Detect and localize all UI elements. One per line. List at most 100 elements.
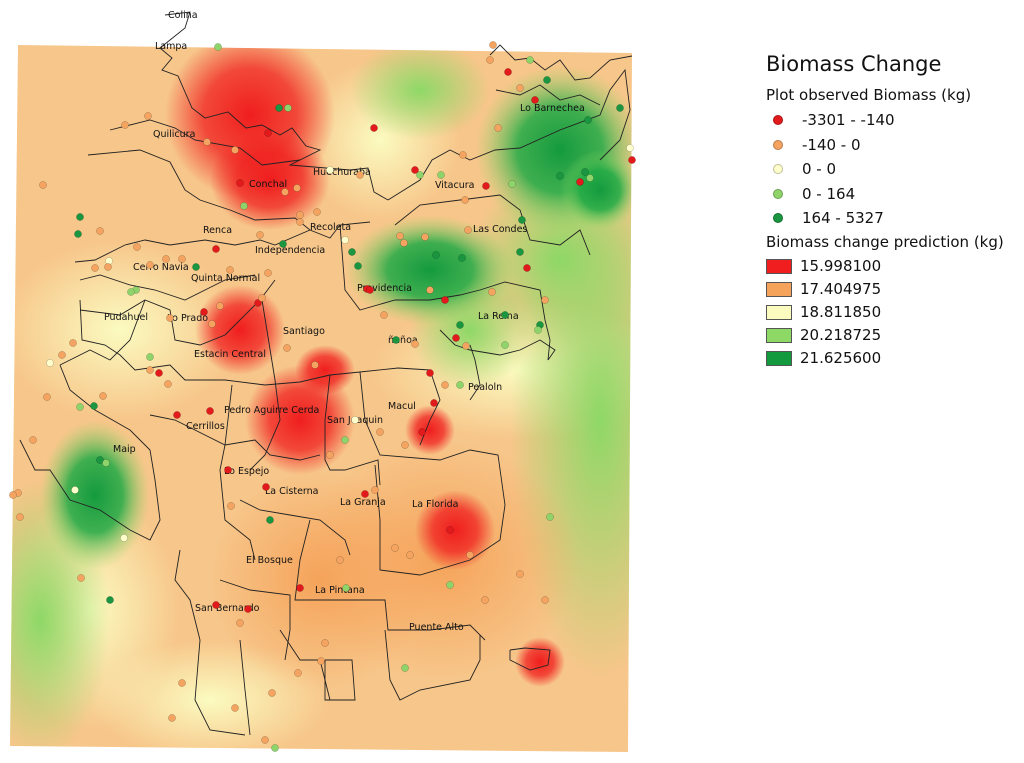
commune-label: Pedro Aguirre Cerda: [224, 405, 319, 416]
commune-label: Conchal: [249, 179, 287, 190]
plot-point: [258, 294, 266, 302]
plot-point: [418, 428, 426, 436]
commune-label: La Granja: [340, 497, 386, 508]
commune-label: Santiago: [283, 326, 325, 337]
plot-point: [43, 393, 51, 401]
legend-dot-icon: [773, 164, 783, 175]
plot-point: [626, 144, 634, 152]
plot-point: [504, 68, 512, 76]
plot-point: [341, 436, 349, 444]
plot-point: [370, 124, 378, 132]
plot-point: [441, 381, 449, 389]
plot-point: [426, 369, 434, 377]
plot-point: [541, 296, 549, 304]
commune-label: Independencia: [255, 245, 325, 256]
commune-label: La Reina: [478, 311, 519, 322]
plot-point: [501, 311, 509, 319]
legend-swatch: [766, 304, 792, 320]
prediction-legend-item: 15.998100: [764, 255, 1019, 278]
prediction-legend-item: 18.811850: [764, 301, 1019, 324]
plot-point: [69, 339, 77, 347]
plot-point: [516, 570, 524, 578]
plot-point: [326, 166, 334, 174]
plot-point: [39, 181, 47, 189]
legend-swatch: [766, 258, 792, 274]
prediction-legend: 15.998100 17.404975 18.811850 20.218725 21.6…: [764, 255, 1019, 370]
plot-point: [489, 41, 497, 49]
plot-point: [616, 104, 624, 112]
plot-point: [96, 227, 104, 235]
plot-point: [432, 251, 440, 259]
commune-label: Colina: [168, 10, 198, 21]
plot-point: [283, 344, 291, 352]
plot-point: [216, 302, 224, 310]
commune-label: San Bernardo: [195, 603, 260, 614]
plot-point: [144, 112, 152, 120]
plot-point: [231, 146, 239, 154]
commune-label: Lo Barnechea: [520, 103, 585, 114]
legend-label: 18.811850: [800, 303, 882, 321]
observed-legend-item: -140 - 0: [764, 133, 1019, 158]
observed-plots: [9, 41, 636, 752]
legend-dot-icon: [773, 115, 783, 126]
plot-point: [266, 516, 274, 524]
plot-point: [178, 679, 186, 687]
plot-point: [446, 526, 454, 534]
plot-point: [518, 216, 526, 224]
plot-point: [380, 311, 388, 319]
plot-point: [459, 151, 467, 159]
plot-point: [296, 211, 304, 219]
plot-point: [458, 254, 466, 262]
prediction-legend-title: Biomass change prediction (kg): [766, 232, 1004, 251]
plot-point: [508, 180, 516, 188]
plot-point: [391, 544, 399, 552]
plot-point: [501, 341, 509, 349]
plot-point: [162, 255, 170, 263]
plot-point: [104, 263, 112, 271]
plot-point: [206, 407, 214, 415]
plot-point: [526, 56, 534, 64]
plot-point: [178, 255, 186, 263]
plot-point: [214, 43, 222, 51]
prediction-legend-item: 21.625600: [764, 347, 1019, 370]
plot-point: [294, 669, 302, 677]
plot-point: [271, 744, 279, 752]
plot-point: [341, 236, 349, 244]
commune-labels: Colina Lampa Quilicura Lo Barnechea Huec…: [104, 10, 585, 633]
plot-point: [76, 403, 84, 411]
legend-swatch: [766, 350, 792, 366]
plot-point: [264, 129, 272, 137]
plot-point: [342, 584, 350, 592]
plot-point: [516, 84, 524, 92]
plot-point: [494, 124, 502, 132]
plot-point: [584, 116, 592, 124]
commune-label: La Cisterna: [265, 486, 319, 497]
plot-point: [464, 226, 472, 234]
observed-legend-item: -3301 - -140: [764, 108, 1019, 133]
plot-point: [351, 416, 359, 424]
legend-swatch: [766, 327, 792, 343]
plot-point: [311, 361, 319, 369]
plot-point: [516, 248, 524, 256]
plot-point: [29, 436, 37, 444]
plot-point: [326, 451, 334, 459]
plot-point: [466, 551, 474, 559]
legend-label: 21.625600: [800, 349, 882, 367]
plot-point: [236, 619, 244, 627]
plot-point: [456, 321, 464, 329]
commune-label: Quilicura: [153, 129, 195, 140]
plot-point: [127, 288, 135, 296]
plot-point: [396, 232, 404, 240]
legend-title: Biomass Change: [766, 52, 942, 76]
plot-point: [227, 502, 235, 510]
commune-label: Cerro Navia: [133, 262, 189, 273]
plot-point: [146, 353, 154, 361]
prediction-legend-item: 20.218725: [764, 324, 1019, 347]
plot-point: [541, 596, 549, 604]
plot-point: [437, 171, 445, 179]
plot-point: [133, 243, 141, 251]
observed-legend: -3301 - -140 -140 - 0 0 - 0 0 - 164 164 - 53…: [764, 108, 1019, 231]
commune-label: Cerrillos: [186, 421, 225, 432]
plot-point: [336, 556, 344, 564]
commune-label: Pudahuel: [104, 312, 148, 323]
